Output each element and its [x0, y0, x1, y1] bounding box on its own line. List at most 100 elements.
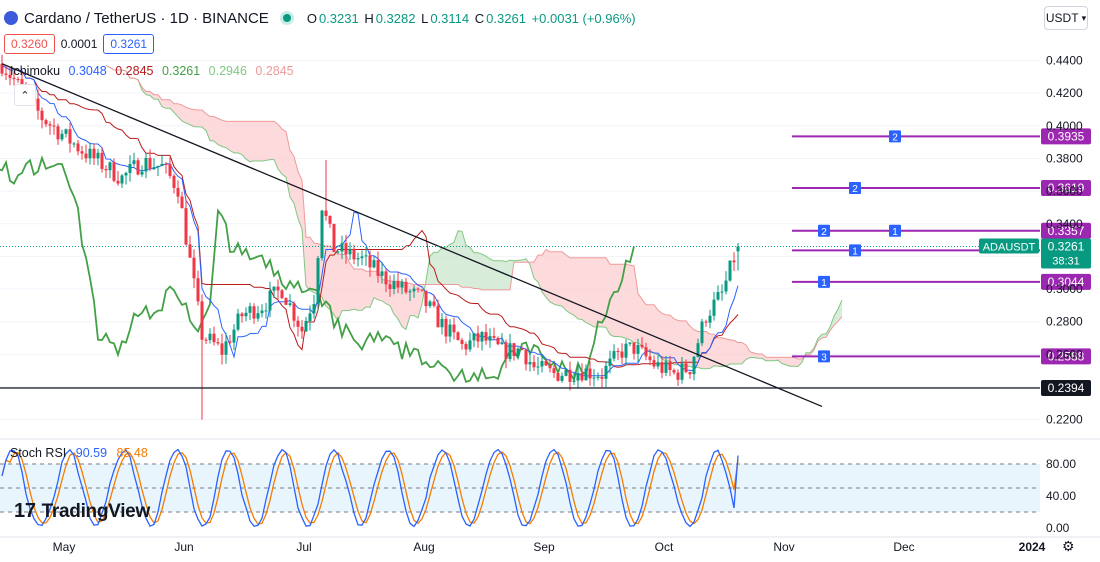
buy-button[interactable]: 0.3261 — [103, 34, 155, 54]
cloud-segment — [674, 318, 678, 365]
cloud-segment — [574, 257, 578, 319]
candle-body — [48, 124, 52, 126]
base-line — [1, 65, 739, 368]
time-axis-tick: Dec — [893, 540, 914, 554]
level-marker — [889, 224, 901, 237]
candle-body — [380, 271, 384, 276]
cloud-segment — [358, 269, 362, 311]
cloud-segment — [502, 260, 506, 290]
stoch-k-line — [1, 448, 739, 528]
candle-body — [448, 324, 452, 337]
level-marker — [849, 244, 861, 257]
cloud-segment — [834, 309, 838, 326]
candle-body — [656, 362, 660, 367]
candle-body — [492, 336, 496, 338]
cloud-segment — [650, 304, 654, 354]
candle-body — [52, 125, 56, 127]
candle-body — [520, 348, 524, 350]
candle-body — [188, 244, 192, 258]
cloud-segment — [602, 257, 606, 328]
cloud-segment — [362, 269, 366, 311]
candle-body — [480, 332, 484, 342]
currency-select[interactable]: USDT ▾ — [1044, 6, 1088, 30]
time-axis-tick: Aug — [413, 540, 434, 554]
candle-body — [232, 329, 236, 343]
high-label: H — [364, 10, 374, 26]
candle-body — [420, 289, 424, 291]
candle-body — [228, 341, 232, 343]
cloud-segment — [414, 284, 418, 319]
candle-body — [644, 347, 648, 357]
sell-button[interactable]: 0.3260 — [4, 34, 55, 54]
candle-body — [120, 175, 124, 184]
ichimoku-cloud — [106, 65, 842, 369]
symbol-title[interactable]: Cardano / TetherUS · 1D · BINANCE — [24, 9, 269, 27]
ichimoku-legend[interactable]: Ichimoku 0.3048 0.2845 0.3261 0.2946 0.2… — [10, 64, 299, 78]
cloud-segment — [174, 103, 178, 117]
candle-body — [400, 281, 404, 288]
stoch-legend[interactable]: Stoch RSI 90.59 85.48 — [10, 446, 154, 460]
candle-body — [428, 301, 432, 307]
candle-body — [652, 360, 656, 367]
cloud-segment — [638, 293, 642, 346]
cloud-segment — [678, 320, 682, 366]
cloud-segment — [150, 91, 154, 100]
cloud-segment — [446, 244, 450, 285]
level-marker-label: 1 — [892, 227, 898, 238]
candle-body — [72, 143, 76, 145]
grid-lines — [0, 59, 1040, 421]
cloud-segment — [210, 116, 214, 141]
candle-body — [444, 318, 448, 337]
candle-body — [536, 366, 540, 368]
cloud-segment — [486, 256, 490, 290]
currency-label: USDT — [1045, 11, 1079, 25]
candle-body — [476, 333, 480, 342]
candle-body — [368, 255, 372, 268]
candle-body — [200, 301, 204, 340]
cloud-segment — [370, 271, 374, 308]
tradingview-logo[interactable]: 17 TradingView — [14, 500, 150, 523]
candle-body — [360, 256, 364, 259]
cloud-segment — [166, 99, 170, 109]
time-axis-tick: Nov — [773, 540, 794, 554]
low-value: 0.3114 — [430, 10, 470, 26]
cloud-segment — [462, 231, 466, 288]
cloud-segment — [766, 357, 770, 361]
candle-body — [712, 299, 716, 316]
cloud-segment — [494, 260, 498, 290]
candle-body — [636, 344, 640, 354]
ohlc-readout: O 0.3231 H 0.3282 L 0.3114 C 0.3261 +0.0031 … — [307, 11, 638, 26]
cloud-segment — [778, 357, 782, 364]
settings-gear-icon[interactable]: ⚙ — [1062, 538, 1075, 554]
trade-buttons: 0.3260 0.0001 0.3261 — [4, 34, 155, 54]
candle-body — [568, 369, 572, 382]
tradingview-wordmark: TradingView — [41, 500, 151, 522]
candle-body — [340, 243, 344, 252]
candle-body — [600, 376, 604, 379]
cloud-segment — [630, 265, 634, 343]
candle-body — [172, 175, 176, 188]
candle-body — [732, 260, 736, 263]
level-marker-label: 2 — [892, 132, 898, 143]
candle-body — [632, 342, 636, 354]
cloud-segment — [294, 156, 298, 219]
candle-body — [528, 362, 532, 365]
cloud-segment — [194, 109, 198, 127]
candle-body — [576, 373, 580, 381]
candle-body — [320, 210, 324, 259]
candle-body — [156, 165, 160, 168]
cloud-segment — [442, 247, 446, 285]
candle-body — [452, 324, 456, 333]
candle-body — [76, 143, 80, 152]
collapse-legend-button[interactable]: ⌃ — [14, 84, 36, 106]
cloud-segment — [590, 257, 594, 327]
cloud-segment — [786, 357, 790, 367]
level-price-label: 0.3619 — [1048, 181, 1085, 195]
candle-body — [524, 349, 528, 365]
cloud-segment — [790, 357, 794, 367]
last-price-tag — [1041, 238, 1091, 269]
candle-body — [684, 363, 688, 373]
level-price-tag — [1041, 180, 1091, 196]
cloud-segment — [662, 313, 666, 361]
